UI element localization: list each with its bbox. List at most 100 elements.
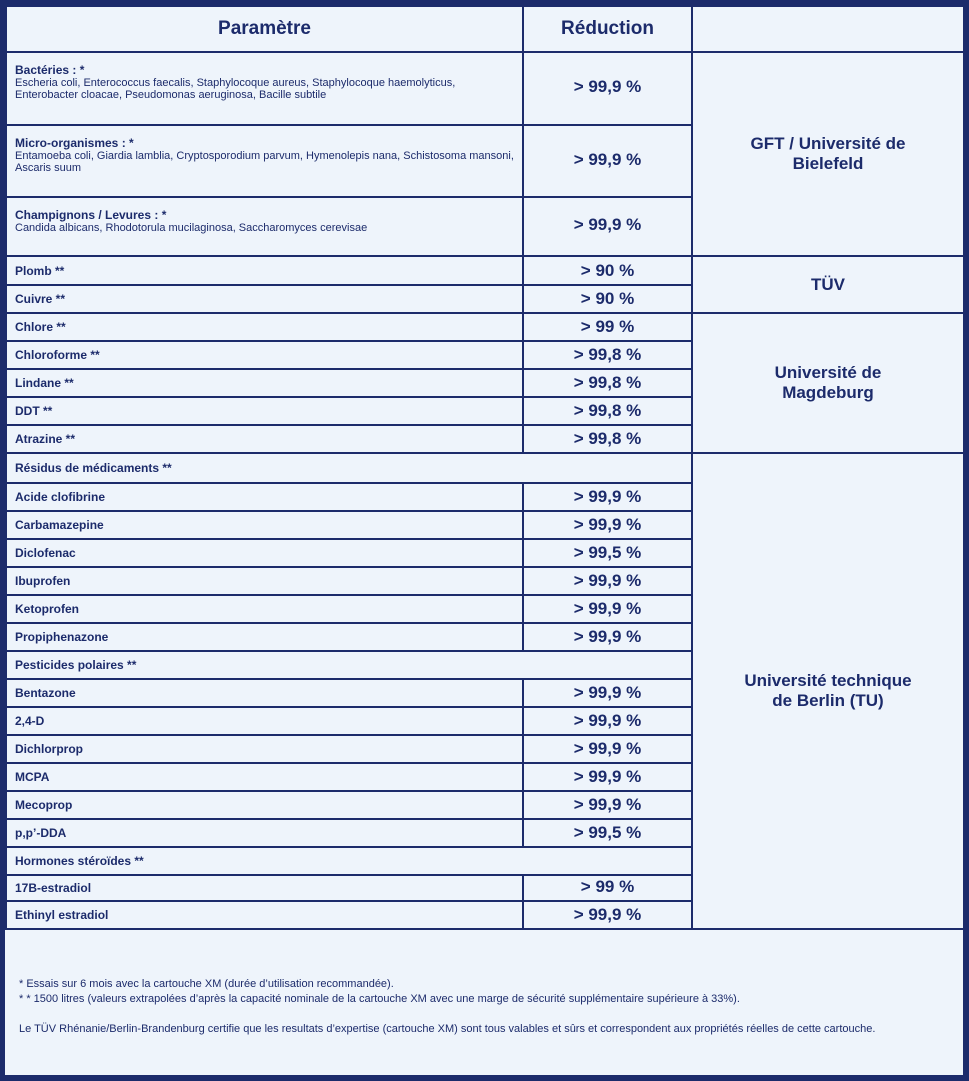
header-reduction: Réduction	[522, 5, 693, 53]
parameter-name: MCPA	[15, 770, 50, 784]
parameter-name: 17B-estradiol	[15, 881, 92, 895]
parameter-cell: Carbamazepine	[5, 510, 524, 540]
header-lab	[691, 5, 965, 53]
parameter-name: Chloroforme **	[15, 348, 100, 362]
parameter-cell: Diclofenac	[5, 538, 524, 568]
parameter-cell: Bentazone	[5, 678, 524, 708]
table-row: p,p’-DDA > 99,5 %	[5, 818, 964, 848]
reduction-value: > 99,9 %	[522, 790, 693, 820]
parameter-cell: Plomb **	[5, 255, 524, 286]
table-row: Bentazone > 99,9 %	[5, 678, 964, 708]
results-table-panel: Paramètre Réduction Bactéries : * Escheri…	[5, 5, 965, 1075]
footnote-double: * * 1500 litres (valeurs extrapolées d’a…	[19, 993, 740, 1005]
parameter-cell: Ibuprofen	[5, 566, 524, 596]
parameter-name: Atrazine **	[15, 432, 76, 446]
reduction-value: > 99,9 %	[522, 124, 693, 198]
reduction-value: > 99,9 %	[522, 196, 693, 257]
table-row: 17B-estradiol > 99 %	[5, 874, 964, 902]
table-row: Carbamazepine > 99,9 %	[5, 510, 964, 540]
parameter-detail: Candida albicans, Rhodotorula mucilagino…	[15, 222, 368, 234]
table-row: Ketoprofen > 99,9 %	[5, 594, 964, 624]
table-row: Bactéries : * Escheria coli, Enterococcus…	[5, 51, 965, 257]
table-row: MCPA > 99,9 %	[5, 762, 964, 792]
parameter-name: Acide clofibrine	[15, 490, 106, 504]
lab-cell: Université de Magdeburg	[691, 312, 965, 454]
parameter-name: Dichlorprop	[15, 742, 83, 756]
reduction-value: > 99,8 %	[522, 368, 693, 398]
table-row: Lindane ** > 99,8 %	[5, 368, 964, 398]
parameter-name: Ibuprofen	[15, 574, 71, 588]
parameter-cell: Ethinyl estradiol	[5, 900, 524, 930]
parameter-name: Bentazone	[15, 686, 76, 700]
table-row: 2,4-D > 99,9 %	[5, 706, 964, 736]
parameter-name: p,p’-DDA	[15, 826, 67, 840]
parameter-cell: MCPA	[5, 762, 524, 792]
table-row: Ibuprofen > 99,9 %	[5, 566, 964, 596]
reduction-value: > 99,8 %	[522, 396, 693, 426]
table-row: Hormones stéroïdes **	[5, 846, 964, 876]
parameter-name: 2,4-D	[15, 714, 45, 728]
reduction-value: > 99,5 %	[522, 538, 693, 568]
reduction-value: > 90 %	[522, 255, 693, 286]
table-row: Dichlorprop > 99,9 %	[5, 734, 964, 764]
footnotes: * Essais sur 6 mois avec la cartouche XM…	[19, 977, 949, 1037]
table-row: Résidus de médicaments ** Université tech…	[5, 452, 965, 930]
parameter-cell: Micro-organismes : * Entamoeba coli, Giar…	[5, 124, 524, 198]
table-row: Diclofenac > 99,5 %	[5, 538, 964, 568]
table-row: Chloroforme ** > 99,8 %	[5, 340, 964, 370]
section-heading: Hormones stéroïdes **	[5, 846, 693, 876]
reduction-value: > 99,9 %	[522, 51, 693, 126]
parameter-name: Micro-organismes : *	[15, 136, 134, 150]
parameter-cell: Dichlorprop	[5, 734, 524, 764]
parameter-detail: Entamoeba coli, Giardia lamblia, Cryptos…	[15, 150, 514, 174]
parameter-cell: Bactéries : * Escheria coli, Enterococcus…	[5, 51, 524, 126]
parameter-cell: Champignons / Levures : * Candida albican…	[5, 196, 524, 257]
results-table: Paramètre Réduction Bactéries : * Escheri…	[5, 5, 965, 930]
parameter-name: Propiphenazone	[15, 630, 109, 644]
table-row: Ethinyl estradiol > 99,9 %	[5, 900, 964, 930]
lab-cell: TÜV	[691, 255, 965, 314]
parameter-cell: 17B-estradiol	[5, 874, 524, 902]
reduction-value: > 99,8 %	[522, 424, 693, 454]
parameter-cell: Cuivre **	[5, 284, 524, 314]
reduction-value: > 99 %	[522, 874, 693, 902]
parameter-name: DDT **	[15, 404, 53, 418]
parameter-name: Ethinyl estradiol	[15, 908, 109, 922]
table-row: Propiphenazone > 99,9 %	[5, 622, 964, 652]
table-row: Mecoprop > 99,9 %	[5, 790, 964, 820]
reduction-value: > 99,9 %	[522, 706, 693, 736]
reduction-value: > 99,9 %	[522, 762, 693, 792]
reduction-value: > 99,9 %	[522, 510, 693, 540]
reduction-value: > 90 %	[522, 284, 693, 314]
reduction-value: > 99,5 %	[522, 818, 693, 848]
parameter-name: Champignons / Levures : *	[15, 208, 167, 222]
table-row: Acide clofibrine > 99,9 %	[5, 482, 964, 512]
parameter-name: Cuivre **	[15, 292, 66, 306]
reduction-value: > 99,9 %	[522, 594, 693, 624]
table-row: Champignons / Levures : * Candida albican…	[5, 196, 964, 257]
parameter-cell: Propiphenazone	[5, 622, 524, 652]
table-row: Micro-organismes : * Entamoeba coli, Giar…	[5, 124, 964, 198]
parameter-name: Ketoprofen	[15, 602, 79, 616]
parameter-cell: Chloroforme **	[5, 340, 524, 370]
parameter-detail: Escheria coli, Enterococcus faecalis, St…	[15, 77, 456, 101]
table-row: DDT ** > 99,8 %	[5, 396, 964, 426]
parameter-name: Mecoprop	[15, 798, 73, 812]
reduction-value: > 99 %	[522, 312, 693, 342]
reduction-value: > 99,9 %	[522, 900, 693, 930]
reduction-value: > 99,9 %	[522, 622, 693, 652]
reduction-value: > 99,9 %	[522, 734, 693, 764]
lab-cell: GFT / Université de Bielefeld	[691, 51, 965, 257]
table-row: Chlore ** > 99 % Université de Magdeburg	[5, 312, 965, 454]
reduction-value: > 99,9 %	[522, 678, 693, 708]
parameter-cell: Lindane **	[5, 368, 524, 398]
certification-note: Le TÜV Rhénanie/Berlin-Brandenburg certi…	[19, 1023, 876, 1035]
table-row: Plomb ** > 90 % TÜV	[5, 255, 965, 314]
parameter-cell: Acide clofibrine	[5, 482, 524, 512]
parameter-cell: Ketoprofen	[5, 594, 524, 624]
parameter-cell: p,p’-DDA	[5, 818, 524, 848]
table-row: Cuivre ** > 90 %	[5, 284, 964, 314]
parameter-name: Diclofenac	[15, 546, 76, 560]
reduction-value: > 99,9 %	[522, 482, 693, 512]
section-heading: Résidus de médicaments **	[5, 452, 693, 484]
